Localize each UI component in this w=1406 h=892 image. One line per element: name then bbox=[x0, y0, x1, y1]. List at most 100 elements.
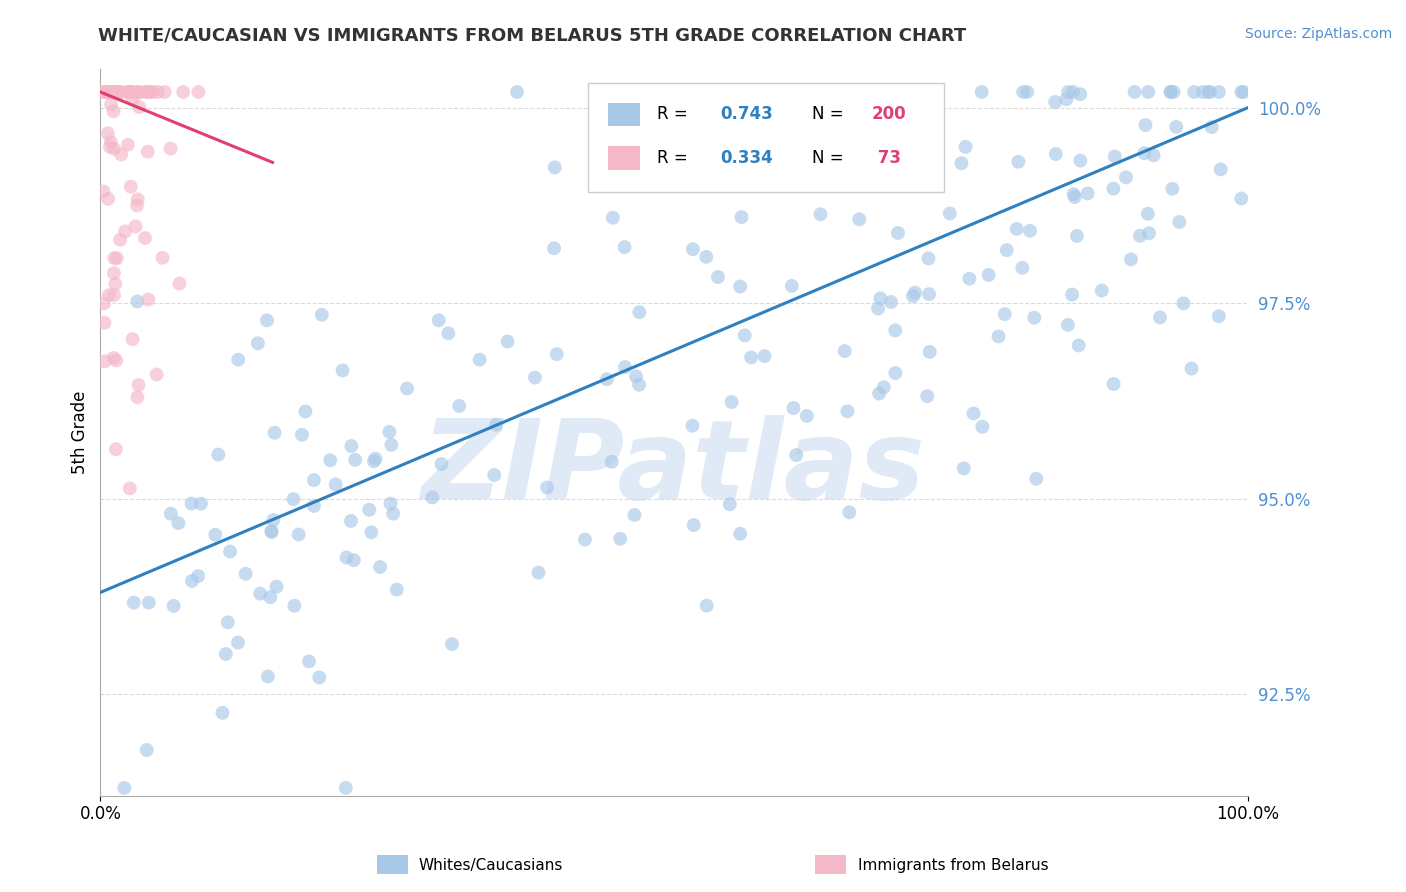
Point bbox=[1104, 149, 1126, 163]
Point bbox=[1136, 207, 1159, 221]
Point bbox=[939, 206, 962, 220]
Point bbox=[332, 363, 354, 377]
Point bbox=[107, 85, 129, 99]
Point bbox=[420, 491, 443, 505]
Point bbox=[950, 156, 973, 170]
Point bbox=[294, 404, 316, 418]
Point bbox=[291, 427, 314, 442]
Point bbox=[834, 343, 856, 358]
Bar bbox=[607, 146, 640, 169]
Point bbox=[94, 354, 117, 368]
Point bbox=[1069, 87, 1091, 102]
Point bbox=[901, 289, 924, 303]
Point bbox=[506, 85, 529, 99]
Point bbox=[93, 316, 115, 330]
Point bbox=[112, 780, 135, 795]
Point bbox=[120, 85, 142, 99]
Point bbox=[1062, 287, 1084, 301]
Point bbox=[124, 219, 146, 234]
Point bbox=[1102, 181, 1125, 195]
Point bbox=[536, 481, 558, 495]
Point bbox=[103, 142, 125, 156]
Point bbox=[380, 438, 402, 452]
Point bbox=[869, 291, 891, 305]
Bar bbox=[607, 103, 640, 126]
Point bbox=[136, 145, 159, 159]
Point bbox=[127, 378, 149, 392]
Point bbox=[1182, 85, 1205, 99]
Point bbox=[1137, 85, 1160, 99]
Point bbox=[385, 582, 408, 597]
Point bbox=[962, 407, 984, 421]
Point bbox=[987, 329, 1010, 343]
Point bbox=[1133, 146, 1156, 161]
Point bbox=[952, 461, 974, 475]
Text: N =: N = bbox=[811, 149, 844, 167]
Point bbox=[190, 497, 212, 511]
Point bbox=[1043, 95, 1066, 109]
Point bbox=[1230, 192, 1253, 206]
Point bbox=[215, 647, 238, 661]
Point bbox=[117, 137, 139, 152]
Point bbox=[728, 279, 751, 293]
Point bbox=[527, 566, 550, 580]
Point bbox=[1129, 228, 1152, 243]
Text: WHITE/CAUCASIAN VS IMMIGRANTS FROM BELARUS 5TH GRADE CORRELATION CHART: WHITE/CAUCASIAN VS IMMIGRANTS FROM BELAR… bbox=[98, 27, 967, 45]
Point bbox=[918, 344, 941, 359]
Point bbox=[335, 550, 357, 565]
FancyBboxPatch shape bbox=[588, 83, 943, 192]
Point bbox=[437, 326, 460, 341]
Point bbox=[1137, 226, 1160, 240]
Point bbox=[378, 425, 401, 439]
Text: Immigrants from Belarus: Immigrants from Belarus bbox=[858, 858, 1049, 872]
Point bbox=[380, 497, 402, 511]
Point bbox=[600, 455, 623, 469]
Point bbox=[120, 85, 142, 99]
Point bbox=[430, 457, 453, 471]
Point bbox=[1045, 147, 1067, 161]
Point bbox=[105, 85, 128, 99]
Point bbox=[1007, 154, 1029, 169]
Point bbox=[172, 85, 194, 99]
Point bbox=[283, 492, 305, 507]
Point bbox=[363, 454, 385, 468]
Point bbox=[868, 386, 890, 401]
Point bbox=[868, 163, 890, 178]
Point bbox=[396, 382, 419, 396]
Point bbox=[187, 569, 209, 583]
Point bbox=[1208, 85, 1230, 99]
Point bbox=[1166, 120, 1188, 134]
Point bbox=[785, 448, 807, 462]
Point bbox=[523, 370, 546, 384]
Text: 0.334: 0.334 bbox=[720, 149, 773, 167]
Point bbox=[97, 85, 120, 99]
Point bbox=[103, 351, 125, 365]
Point bbox=[955, 140, 977, 154]
Point bbox=[1149, 310, 1171, 325]
Point bbox=[915, 389, 938, 403]
Point bbox=[142, 85, 165, 99]
Point bbox=[181, 574, 204, 588]
Point bbox=[105, 251, 128, 265]
Point bbox=[122, 596, 145, 610]
Point bbox=[131, 85, 153, 99]
Point bbox=[382, 507, 405, 521]
Point bbox=[108, 85, 131, 99]
Point bbox=[574, 533, 596, 547]
Point bbox=[249, 586, 271, 600]
Point bbox=[260, 524, 283, 539]
Point bbox=[94, 85, 117, 99]
Point bbox=[1011, 260, 1033, 275]
Text: R =: R = bbox=[657, 105, 693, 123]
Point bbox=[890, 85, 912, 99]
Point bbox=[868, 301, 890, 316]
Point bbox=[120, 179, 142, 194]
Point bbox=[207, 448, 229, 462]
Point bbox=[484, 468, 506, 483]
Point bbox=[108, 233, 131, 247]
Point bbox=[100, 85, 122, 99]
Point bbox=[1057, 318, 1080, 332]
Point bbox=[180, 496, 202, 510]
Point bbox=[1192, 85, 1215, 99]
Text: N =: N = bbox=[811, 105, 844, 123]
